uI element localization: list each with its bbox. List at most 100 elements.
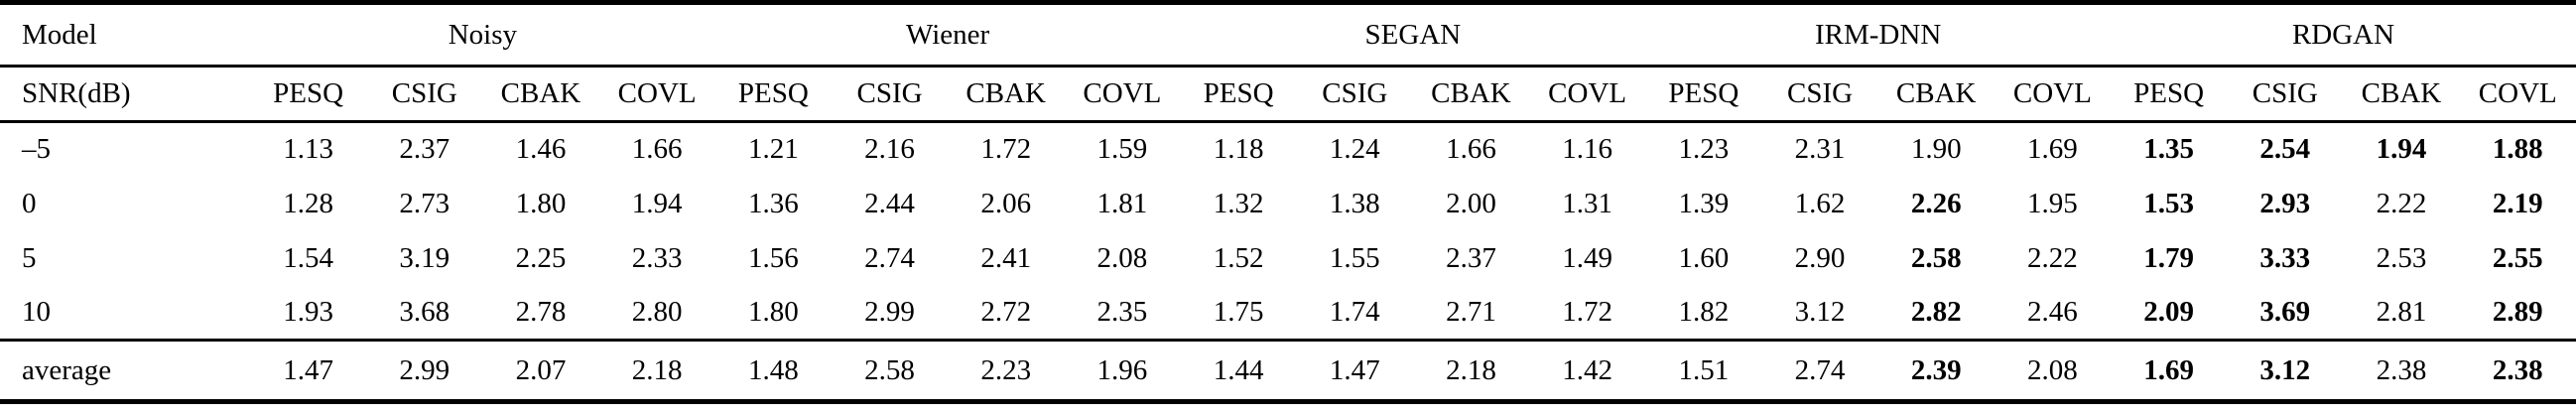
table-cell: 1.52 xyxy=(1213,241,1264,274)
row-label: –5 xyxy=(22,133,51,166)
table-cell: 1.24 xyxy=(1329,133,1380,166)
table-cell: 2.22 xyxy=(2027,241,2078,274)
table-cell: 1.60 xyxy=(1678,241,1730,274)
corner-header-model: Model xyxy=(0,2,250,68)
table-cell: 2.74 xyxy=(864,241,915,274)
table-cell: 3.69 xyxy=(2259,295,2311,328)
table-cell: 2.23 xyxy=(948,339,1065,402)
table-cell: 1.35 xyxy=(2143,133,2194,166)
row-label: 5 xyxy=(22,241,37,274)
table-cell: 1.90 xyxy=(1910,133,1962,166)
table-cell: 1.28 xyxy=(283,187,333,219)
table-cell: 2.26 xyxy=(1910,187,1962,219)
table-cell: 1.80 xyxy=(515,187,567,219)
table-cell: 2.78 xyxy=(515,295,567,328)
metric-header: COVL xyxy=(1064,66,1181,123)
table-cell: 2.54 xyxy=(2259,133,2311,166)
metric-header: CBAK xyxy=(948,66,1065,123)
table-cell: 1.38 xyxy=(1329,187,1380,219)
table-cell: 1.94 xyxy=(631,187,683,219)
table-cell: 1.81 xyxy=(1096,187,1148,219)
table-cell: 1.88 xyxy=(2492,133,2543,166)
table-cell: 2.38 xyxy=(2343,339,2460,402)
table-cell: 1.93 xyxy=(283,295,333,328)
table-cell: 1.56 xyxy=(747,241,799,274)
metric-header: CBAK xyxy=(2343,66,2460,123)
table-row: 0 1.28 2.73 1.80 1.94 1.36 2.44 2.06 1.81 1.32 1.3… xyxy=(0,177,2576,231)
table-cell: 2.80 xyxy=(631,295,683,328)
table-cell: 1.95 xyxy=(2027,187,2078,219)
table-cell: 1.96 xyxy=(1064,339,1181,402)
table-cell: 2.58 xyxy=(1910,241,1962,274)
table-cell: 2.07 xyxy=(482,339,599,402)
metric-header: PESQ xyxy=(1645,66,1762,123)
table-cell: 2.71 xyxy=(1446,295,1496,328)
table-row: average 1.47 2.99 2.07 2.18 1.48 2.58 2.23 1.96 1… xyxy=(0,339,2576,402)
table-cell: 1.47 xyxy=(250,339,367,402)
table-cell: 2.08 xyxy=(1096,241,1148,274)
table-cell: 2.46 xyxy=(2027,295,2078,328)
metric-header: COVL xyxy=(1994,66,2111,123)
table-cell: 2.09 xyxy=(2143,295,2194,328)
table-cell: 1.94 xyxy=(2376,133,2427,166)
table-cell: 1.80 xyxy=(747,295,799,328)
table-cell: 1.69 xyxy=(2111,339,2228,402)
table-cell: 1.23 xyxy=(1678,133,1730,166)
table-row: –5 1.13 2.37 1.46 1.66 1.21 2.16 1.72 1.59 1.18 1.… xyxy=(0,122,2576,177)
model-group-row: Model Noisy Wiener SEGAN IRM-DNN RDGAN xyxy=(0,2,2576,68)
table-cell: 1.44 xyxy=(1180,339,1297,402)
metric-header: PESQ xyxy=(714,66,832,123)
table-cell: 1.66 xyxy=(631,133,683,166)
table-cell: 1.53 xyxy=(2143,187,2194,219)
table-cell: 2.25 xyxy=(515,241,567,274)
table-body: –5 1.13 2.37 1.46 1.66 1.21 2.16 1.72 1.59 1.18 1.… xyxy=(0,122,2576,402)
table-cell: 3.19 xyxy=(399,241,451,274)
table-cell: 2.81 xyxy=(2376,295,2427,328)
table-cell: 3.33 xyxy=(2259,241,2311,274)
table-cell: 1.39 xyxy=(1678,187,1730,219)
metric-header: CBAK xyxy=(1412,66,1530,123)
table-cell: 2.44 xyxy=(864,187,915,219)
table-cell: 1.69 xyxy=(2027,133,2078,166)
table-cell: 3.68 xyxy=(399,295,451,328)
table-cell: 1.59 xyxy=(1096,133,1148,166)
table-cell: 1.55 xyxy=(1329,241,1380,274)
table-cell: 1.72 xyxy=(980,133,1032,166)
table-cell: 2.37 xyxy=(1446,241,1496,274)
table-cell: 2.99 xyxy=(864,295,915,328)
table-cell: 2.18 xyxy=(598,339,715,402)
table-cell: 1.47 xyxy=(1296,339,1413,402)
metric-header: CBAK xyxy=(1877,66,1995,123)
table-cell: 2.19 xyxy=(2492,187,2543,219)
group-header-wiener: Wiener xyxy=(714,2,1181,68)
table-cell: 1.72 xyxy=(1562,295,1613,328)
table-cell: 2.16 xyxy=(864,133,915,166)
table-cell: 1.13 xyxy=(283,133,333,166)
table-cell: 2.72 xyxy=(980,295,1032,328)
table-cell: 2.99 xyxy=(366,339,483,402)
metric-header: COVL xyxy=(2459,66,2576,123)
table-cell: 2.58 xyxy=(831,339,949,402)
table-cell: 1.66 xyxy=(1446,133,1496,166)
group-header-irm-dnn: IRM-DNN xyxy=(1645,2,2111,68)
metric-header: CSIG xyxy=(2227,66,2344,123)
table-cell: 2.31 xyxy=(1794,133,1846,166)
table-cell: 1.32 xyxy=(1213,187,1264,219)
table-cell: 2.53 xyxy=(2376,241,2427,274)
table-cell: 2.73 xyxy=(399,187,451,219)
table-cell: 1.79 xyxy=(2143,241,2194,274)
table-cell: 1.21 xyxy=(747,133,799,166)
metric-header: PESQ xyxy=(250,66,367,123)
table-cell: 1.16 xyxy=(1562,133,1613,166)
table-cell: 2.37 xyxy=(399,133,451,166)
table-cell: 2.22 xyxy=(2376,187,2427,219)
table-cell: 3.12 xyxy=(2227,339,2344,402)
group-header-noisy: Noisy xyxy=(250,2,715,68)
row-label: 0 xyxy=(22,187,37,219)
table-cell: 2.00 xyxy=(1446,187,1496,219)
metric-header: PESQ xyxy=(2111,66,2228,123)
table-cell: 1.51 xyxy=(1645,339,1762,402)
metric-header: COVL xyxy=(1529,66,1646,123)
group-header-rdgan: RDGAN xyxy=(2111,2,2576,68)
